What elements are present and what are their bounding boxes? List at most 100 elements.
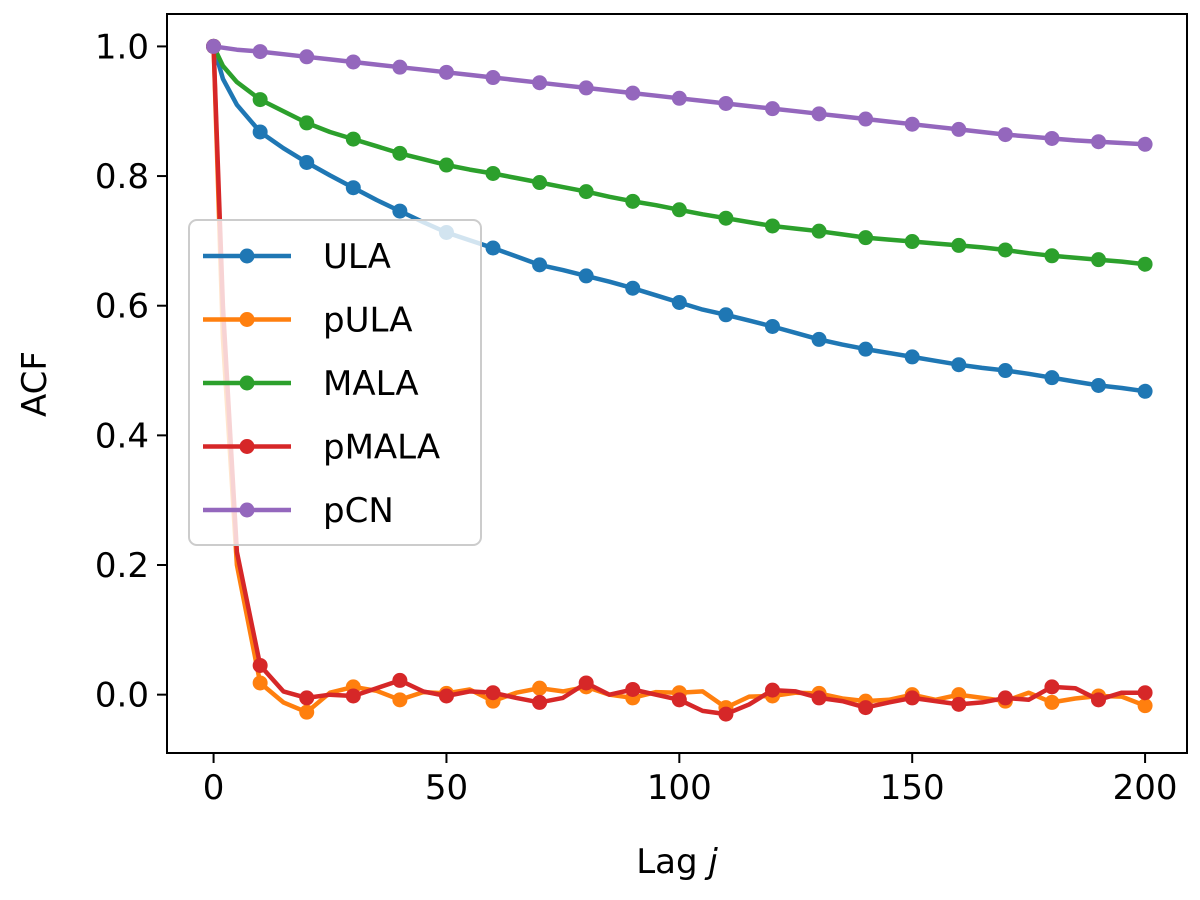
data-point-pmala	[904, 690, 920, 706]
data-point-mala	[252, 92, 268, 108]
y-tick-label: 0.0	[95, 676, 149, 716]
legend-swatch-marker	[239, 502, 255, 518]
data-point-ula	[858, 341, 874, 357]
data-point-mala	[718, 210, 734, 226]
x-tick-label: 200	[1113, 768, 1178, 808]
y-axis-label: ACF	[15, 351, 55, 417]
data-point-pmala	[578, 675, 594, 691]
legend-swatch-marker	[239, 375, 255, 391]
data-point-pmala	[811, 690, 827, 706]
data-point-pmala	[252, 657, 268, 673]
y-tick-label: 0.4	[95, 416, 149, 456]
data-point-mala	[764, 218, 780, 234]
data-point-mala	[625, 193, 641, 209]
data-point-pcn	[206, 38, 222, 54]
legend-swatch-marker	[239, 439, 255, 454]
data-point-pcn	[625, 85, 641, 101]
data-point-ula	[718, 307, 734, 323]
data-point-pmala	[299, 690, 315, 706]
data-point-pcn	[1091, 134, 1107, 150]
x-axis-label-variable: j	[704, 842, 718, 882]
data-point-pmala	[438, 688, 454, 704]
data-point-pmala	[1091, 692, 1107, 708]
data-point-ula	[811, 331, 827, 347]
data-point-mala	[858, 230, 874, 246]
data-point-pcn	[951, 121, 967, 137]
plot-frame	[166, 13, 1188, 754]
data-point-ula	[625, 280, 641, 296]
data-point-ula	[345, 180, 361, 196]
data-point-pcn	[438, 64, 454, 80]
legend-box	[188, 219, 482, 546]
data-point-mala	[438, 157, 454, 173]
x-tick-label: 0	[203, 768, 225, 808]
legend-label: pCN	[323, 491, 394, 531]
x-axis-label: Lag j	[636, 842, 718, 882]
data-point-pcn	[532, 75, 548, 91]
legend-label: ULA	[323, 237, 391, 277]
data-point-pcn	[718, 95, 734, 111]
data-point-ula	[1137, 383, 1153, 399]
data-point-pmala	[532, 694, 548, 710]
data-point-pmala	[1044, 679, 1060, 695]
data-point-pcn	[299, 49, 315, 65]
data-point-pcn	[1137, 136, 1153, 152]
y-tick-label: 1.0	[95, 27, 149, 67]
data-point-ula	[392, 203, 408, 219]
data-point-pmala	[718, 706, 734, 722]
legend-label: pMALA	[323, 428, 440, 468]
data-point-pmala	[997, 690, 1013, 706]
data-point-pula	[392, 692, 408, 708]
data-point-ula	[764, 318, 780, 334]
series-pcn	[206, 38, 1153, 152]
data-point-ula	[485, 240, 501, 256]
legend-entries: ULA pULA MALA pMALA pCN	[203, 237, 440, 531]
data-point-mala	[1091, 252, 1107, 268]
data-point-pmala	[485, 685, 501, 701]
data-point-mala	[1137, 256, 1153, 272]
x-axis-label-text: Lag	[636, 842, 708, 882]
legend: ULA pULA MALA pMALA pCN	[188, 219, 482, 546]
data-point-mala	[392, 145, 408, 161]
data-point-ula	[299, 154, 315, 170]
data-point-ula	[578, 268, 594, 284]
y-tick-label: 0.6	[95, 287, 149, 327]
data-point-pula	[252, 675, 268, 691]
data-point-pula	[1044, 694, 1060, 710]
data-point-mala	[811, 223, 827, 239]
y-axis-ticks: 0.0 0.2 0.4 0.6 0.8 1.0	[95, 27, 167, 716]
data-point-pmala	[625, 681, 641, 697]
data-point-pmala	[858, 700, 874, 716]
data-point-pcn	[904, 116, 920, 132]
data-point-pmala	[345, 688, 361, 704]
data-point-pmala	[1137, 685, 1153, 701]
data-point-ula	[532, 257, 548, 273]
legend-entry-pula: pULA	[203, 301, 412, 341]
data-point-pula	[532, 680, 548, 696]
data-point-ula	[1044, 370, 1060, 386]
legend-label: MALA	[323, 364, 419, 404]
legend-entry-pcn: pCN	[203, 491, 394, 531]
data-point-ula	[951, 357, 967, 373]
data-point-pcn	[392, 59, 408, 75]
data-point-pcn	[671, 90, 687, 106]
data-point-ula	[904, 349, 920, 365]
data-point-pmala	[671, 692, 687, 708]
data-point-mala	[578, 184, 594, 200]
data-point-pcn	[252, 44, 268, 60]
data-point-pmala	[951, 696, 967, 712]
data-point-pcn	[485, 70, 501, 86]
data-point-mala	[532, 175, 548, 191]
x-tick-label: 100	[647, 768, 712, 808]
data-point-pmala	[392, 672, 408, 688]
data-point-mala	[345, 131, 361, 147]
legend-entry-pmala: pMALA	[203, 428, 440, 468]
legend-label: pULA	[323, 301, 412, 341]
data-point-pcn	[578, 80, 594, 96]
data-point-mala	[485, 165, 501, 181]
data-point-mala	[951, 237, 967, 253]
series-layer	[206, 38, 1153, 722]
data-point-pula	[299, 704, 315, 720]
legend-swatch-marker	[239, 248, 255, 264]
